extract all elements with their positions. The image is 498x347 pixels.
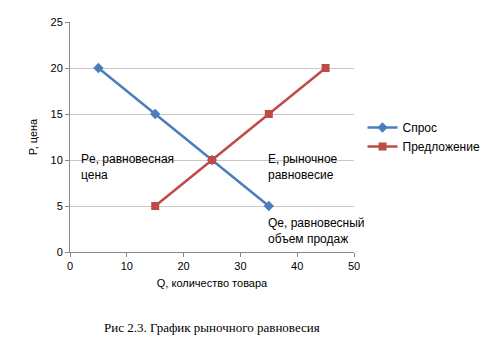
svg-text:30: 30: [234, 260, 246, 272]
svg-text:0: 0: [67, 260, 73, 272]
svg-text:Спрос: Спрос: [403, 121, 438, 135]
svg-text:25: 25: [51, 16, 63, 28]
svg-text:15: 15: [51, 108, 63, 120]
svg-text:Qe, равновесныйобъем продаж: Qe, равновесныйобъем продаж: [268, 216, 365, 246]
svg-text:0: 0: [57, 246, 63, 258]
svg-text:Предложение: Предложение: [403, 140, 480, 154]
svg-text:P, цена: P, цена: [27, 118, 39, 155]
svg-text:Q, количество товара: Q, количество товара: [157, 277, 268, 289]
svg-text:E, рыночноеравновесие: E, рыночноеравновесие: [268, 152, 338, 182]
svg-text:10: 10: [51, 154, 63, 166]
svg-text:Pe, равновеснаяцена: Pe, равновеснаяцена: [81, 152, 174, 182]
svg-text:20: 20: [51, 62, 63, 74]
svg-text:20: 20: [177, 260, 189, 272]
svg-text:10: 10: [121, 260, 133, 272]
svg-text:Рис 2.3. График рыночного равн: Рис 2.3. График рыночного равновесия: [104, 320, 320, 335]
svg-text:5: 5: [57, 200, 63, 212]
svg-text:40: 40: [291, 260, 303, 272]
svg-text:50: 50: [348, 260, 360, 272]
